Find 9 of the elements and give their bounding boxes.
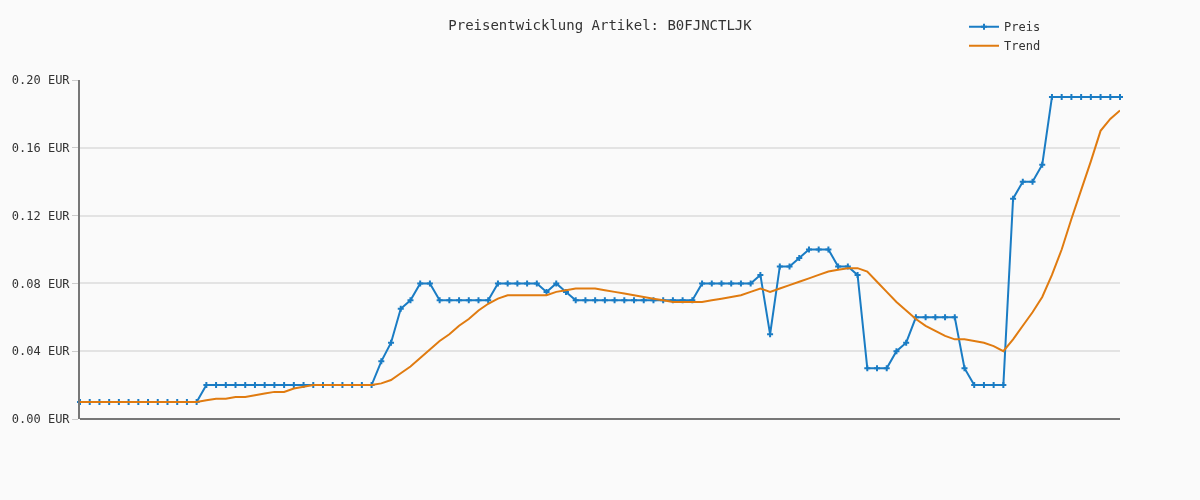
legend-label: Preis bbox=[1004, 20, 1041, 35]
y-tick-label: 0.16 EUR bbox=[11, 141, 71, 155]
chart-title: Preisentwicklung Artikel: B0FJNCTLJK bbox=[448, 16, 753, 33]
y-tick-label: 0.20 EUR bbox=[11, 73, 71, 88]
legend-label: Trend bbox=[1004, 39, 1041, 54]
y-tick-label: 0.00 EUR bbox=[11, 412, 71, 427]
y-tick-label: 0.12 EUR bbox=[11, 208, 71, 223]
y-tick-label: 0.04 EUR bbox=[11, 344, 71, 359]
y-tick-label: 0.08 EUR bbox=[11, 276, 71, 291]
